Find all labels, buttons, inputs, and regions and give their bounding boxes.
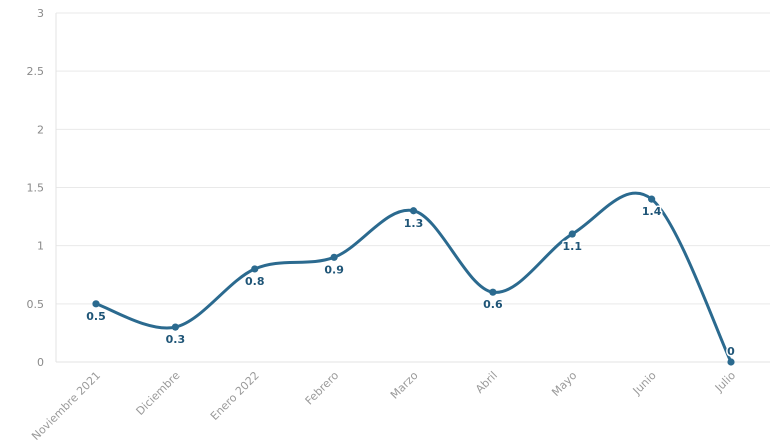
data-label: 0.5 bbox=[86, 310, 106, 323]
data-point[interactable] bbox=[569, 230, 576, 237]
y-tick-label: 2 bbox=[37, 123, 44, 136]
data-label: 0.8 bbox=[245, 275, 265, 288]
x-tick-label: Febrero bbox=[303, 369, 342, 408]
chart-canvas: 0 0.5 1 1.5 2 2.5 3 Noviembre 2021 Diciembre Ene… bbox=[0, 0, 778, 448]
data-point[interactable] bbox=[172, 324, 179, 331]
data-point[interactable] bbox=[410, 207, 417, 214]
data-point[interactable] bbox=[727, 358, 734, 365]
data-label: 0.9 bbox=[324, 263, 344, 276]
y-tick-label: 1.5 bbox=[27, 182, 45, 195]
data-label: 1.4 bbox=[642, 205, 662, 218]
data-point[interactable] bbox=[251, 265, 258, 272]
x-tick-label: Mayo bbox=[549, 369, 579, 399]
data-point[interactable] bbox=[648, 196, 655, 203]
y-tick-label: 2.5 bbox=[27, 65, 45, 78]
x-tick-label: Abril bbox=[473, 369, 500, 396]
x-tick-label: Julio bbox=[712, 369, 738, 395]
data-label: 1.3 bbox=[404, 217, 424, 230]
data-labels: 0.5 0.3 0.8 0.9 1.3 0.6 1.1 1.4 0 bbox=[86, 205, 735, 358]
data-label: 0.6 bbox=[483, 298, 503, 311]
x-tick-label: Noviembre 2021 bbox=[29, 369, 103, 443]
x-tick-label: Diciembre bbox=[134, 369, 183, 418]
data-point[interactable] bbox=[92, 300, 99, 307]
data-point[interactable] bbox=[331, 254, 338, 261]
data-point[interactable] bbox=[489, 289, 496, 296]
grid-lines bbox=[56, 13, 770, 362]
line-chart: 0 0.5 1 1.5 2 2.5 3 Noviembre 2021 Diciembre Ene… bbox=[0, 0, 778, 448]
data-label: 0.3 bbox=[166, 333, 186, 346]
y-tick-label: 0 bbox=[37, 356, 44, 369]
x-tick-label: Enero 2022 bbox=[208, 369, 262, 423]
y-tick-label: 3 bbox=[37, 7, 44, 20]
y-tick-label: 0.5 bbox=[27, 298, 45, 311]
x-tick-label: Marzo bbox=[388, 369, 421, 402]
x-axis: Noviembre 2021 Diciembre Enero 2022 Febrero… bbox=[29, 369, 738, 443]
y-axis: 0 0.5 1 1.5 2 2.5 3 bbox=[27, 7, 45, 369]
x-tick-label: Junio bbox=[630, 369, 659, 398]
data-label: 1.1 bbox=[563, 240, 583, 253]
y-tick-label: 1 bbox=[37, 240, 44, 253]
data-label: 0 bbox=[727, 345, 735, 358]
